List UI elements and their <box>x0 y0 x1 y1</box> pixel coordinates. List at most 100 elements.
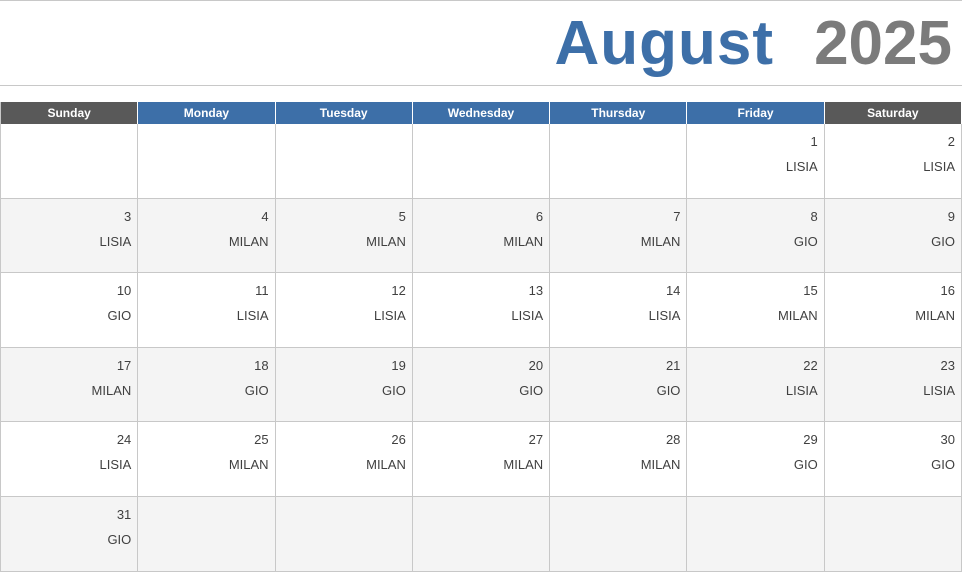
day-assignee: LISIA <box>785 382 818 398</box>
calendar-day-cell[interactable] <box>138 124 276 199</box>
day-header-tuesday: Tuesday <box>275 102 413 124</box>
day-number: 10 <box>116 283 132 298</box>
day-number: 17 <box>116 357 132 373</box>
calendar-day-cell[interactable] <box>275 496 413 571</box>
calendar-day-cell[interactable]: 25 MILAN <box>138 422 276 497</box>
day-header-friday: Friday <box>687 102 825 124</box>
day-assignee: MILAN <box>366 457 406 472</box>
month-title: August <box>554 9 774 78</box>
calendar-day-cell[interactable]: 6 MILAN <box>412 198 551 273</box>
day-assignee: LISIA <box>374 308 406 323</box>
calendar-day-cell[interactable] <box>824 496 962 571</box>
day-header-saturday: Saturday <box>824 102 962 124</box>
calendar-day-cell[interactable] <box>275 124 413 199</box>
calendar-title-bar: August 2025 <box>0 0 962 86</box>
calendar-day-cell[interactable] <box>687 496 825 571</box>
day-header-monday: Monday <box>138 102 276 124</box>
day-assignee: MILAN <box>503 233 544 249</box>
day-assignee: MILAN <box>366 233 406 249</box>
day-assignee: LISIA <box>511 308 544 323</box>
day-number: 13 <box>528 283 544 298</box>
calendar-day-cell[interactable] <box>412 124 551 199</box>
day-assignee: MILAN <box>503 457 544 472</box>
calendar-day-cell[interactable]: 8 GIO <box>687 198 825 273</box>
day-header-wednesday: Wednesday <box>412 102 551 124</box>
day-number: 29 <box>803 432 818 447</box>
calendar-day-cell[interactable] <box>550 496 688 571</box>
day-number: 3 <box>124 208 132 224</box>
day-assignee: LISIA <box>785 159 818 174</box>
calendar-day-cell[interactable]: 9 GIO <box>824 198 962 273</box>
calendar-day-cell[interactable]: 17 MILAN <box>1 347 139 422</box>
day-assignee: GIO <box>107 531 132 547</box>
calendar-day-cell[interactable]: 31 GIO <box>1 496 139 571</box>
calendar-day-cell[interactable]: 23 LISIA <box>824 347 962 422</box>
calendar-day-cell[interactable]: 19 GIO <box>275 347 413 422</box>
day-number: 24 <box>116 432 132 447</box>
day-assignee: MILAN <box>228 457 269 472</box>
day-assignee: LISIA <box>99 457 132 472</box>
calendar-day-cell[interactable] <box>550 124 688 199</box>
calendar-day-cell[interactable]: 24 LISIA <box>1 422 139 497</box>
calendar-day-cell[interactable]: 2 LISIA <box>824 124 962 199</box>
year-title: 2025 <box>814 9 952 78</box>
calendar-day-cell[interactable]: 22 LISIA <box>687 347 825 422</box>
calendar-day-cell[interactable] <box>1 124 139 199</box>
calendar-day-cell[interactable]: 20 GIO <box>412 347 551 422</box>
day-assignee: LISIA <box>923 159 955 174</box>
calendar-day-cell[interactable]: 21 GIO <box>550 347 688 422</box>
day-assignee: MILAN <box>777 308 818 323</box>
day-assignee: GIO <box>793 233 818 249</box>
day-number: 15 <box>803 283 818 298</box>
calendar-day-cell[interactable]: 7 MILAN <box>550 198 688 273</box>
calendar-day-cell[interactable]: 27 MILAN <box>412 422 551 497</box>
day-assignee: LISIA <box>236 308 269 323</box>
calendar-day-cell[interactable]: 15 MILAN <box>687 273 825 348</box>
calendar-day-cell[interactable]: 28 MILAN <box>550 422 688 497</box>
day-number: 31 <box>116 506 132 522</box>
calendar-day-cell[interactable]: 26 MILAN <box>275 422 413 497</box>
day-assignee: GIO <box>244 382 269 398</box>
day-number: 18 <box>254 357 269 373</box>
day-number: 6 <box>535 208 544 224</box>
day-number: 21 <box>665 357 681 373</box>
day-assignee: MILAN <box>228 233 269 249</box>
day-number: 5 <box>398 208 406 224</box>
calendar-day-cell[interactable]: 10 GIO <box>1 273 139 348</box>
calendar-day-cell[interactable] <box>138 496 276 571</box>
calendar-day-cell[interactable]: 11 LISIA <box>138 273 276 348</box>
calendar-day-cell[interactable]: 16 MILAN <box>824 273 962 348</box>
calendar-day-cell[interactable]: 12 LISIA <box>275 273 413 348</box>
day-number: 2 <box>947 134 955 149</box>
day-header-sunday: Sunday <box>1 102 139 124</box>
day-number: 19 <box>391 357 406 373</box>
day-assignee: GIO <box>793 457 818 472</box>
calendar-day-cell[interactable] <box>412 496 551 571</box>
day-assignee: LISIA <box>923 382 955 398</box>
day-assignee: GIO <box>107 308 132 323</box>
day-number: 9 <box>947 208 955 224</box>
calendar-day-cell[interactable]: 1 LISIA <box>687 124 825 199</box>
day-number: 7 <box>673 208 681 224</box>
day-assignee: GIO <box>931 233 955 249</box>
day-number: 27 <box>528 432 544 447</box>
day-assignee: MILAN <box>915 308 955 323</box>
day-number: 28 <box>665 432 681 447</box>
calendar-day-cell[interactable]: 14 LISIA <box>550 273 688 348</box>
day-header-thursday: Thursday <box>550 102 688 124</box>
day-assignee: MILAN <box>640 457 681 472</box>
calendar-day-cell[interactable]: 13 LISIA <box>412 273 551 348</box>
calendar-day-cell[interactable]: 5 MILAN <box>275 198 413 273</box>
day-number: 30 <box>940 432 955 447</box>
day-assignee: MILAN <box>91 382 132 398</box>
day-assignee: GIO <box>519 382 544 398</box>
calendar-day-cell[interactable]: 30 GIO <box>824 422 962 497</box>
day-number: 23 <box>940 357 955 373</box>
calendar-day-cell[interactable]: 3 LISIA <box>1 198 139 273</box>
day-assignee: LISIA <box>99 233 132 249</box>
calendar-day-cell[interactable]: 29 GIO <box>687 422 825 497</box>
day-number: 14 <box>665 283 681 298</box>
calendar-day-cell[interactable]: 18 GIO <box>138 347 276 422</box>
day-number: 11 <box>255 283 269 298</box>
calendar-day-cell[interactable]: 4 MILAN <box>138 198 276 273</box>
